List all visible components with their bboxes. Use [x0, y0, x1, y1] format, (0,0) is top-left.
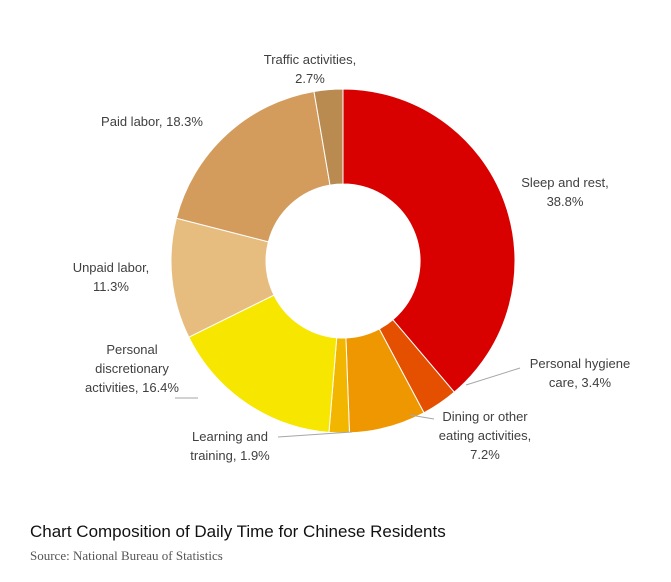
- slice-label: Unpaid labor, 11.3%: [73, 260, 150, 294]
- slice-label: Paid labor, 18.3%: [101, 114, 203, 129]
- slice-label: Personal discretionary activities, 16.4%: [85, 342, 179, 395]
- slice-sleep-and-rest: [342, 88, 516, 393]
- slice-label: Dining or other eating activities, 7.2%: [439, 409, 532, 462]
- slice-paid-labor: [175, 90, 331, 243]
- slice-personal-discretionary-activities: [188, 294, 338, 433]
- slice-label: Traffic activities, 2.7%: [264, 52, 356, 86]
- slice-label: Personal hygiene care, 3.4%: [530, 356, 630, 390]
- donut-chart: Sleep and rest, 38.8% Personal hygiene care…: [73, 52, 631, 463]
- leader-line: [277, 431, 353, 438]
- leader-line: [409, 414, 435, 420]
- slice-label: Sleep and rest, 38.8%: [521, 175, 608, 209]
- slice-label: Learning and training, 1.9%: [190, 429, 270, 463]
- chart-title: Chart Composition of Daily Time for Chin…: [30, 522, 446, 541]
- leader-line: [465, 367, 521, 386]
- chart-source: Source: National Bureau of Statistics: [30, 548, 223, 563]
- slice-traffic-activities: [313, 88, 344, 186]
